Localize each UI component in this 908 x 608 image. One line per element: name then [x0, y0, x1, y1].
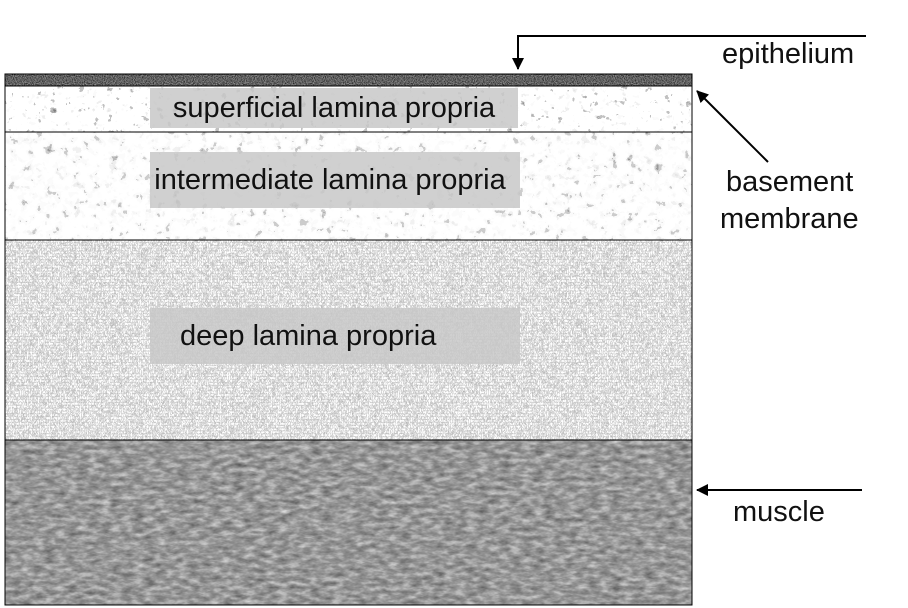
basement-membrane-pointer — [696, 90, 769, 163]
muscle-annotation: muscle — [733, 496, 825, 528]
basement-annotation-line2: membrane — [720, 203, 859, 235]
superficial-lamina-propria-label: superficial lamina propria — [172, 91, 496, 124]
layer-epithelium — [5, 74, 692, 86]
superficial-label-box — [150, 88, 518, 128]
deep-lamina-propria-label: deep lamina propria — [180, 319, 437, 352]
intermediate-lamina-propria-label: intermediate lamina propria — [154, 163, 506, 196]
layer-deep-lamina-propria — [5, 240, 692, 440]
layer-muscle — [5, 440, 692, 605]
intermediate-label-box — [150, 152, 520, 208]
basement-annotation-line1: basement — [726, 166, 854, 198]
epithelium-annotation: epithelium — [722, 38, 855, 70]
layer-boundaries — [4, 73, 693, 606]
deep-label-box — [150, 308, 520, 364]
epithelium-pointer — [512, 35, 866, 70]
